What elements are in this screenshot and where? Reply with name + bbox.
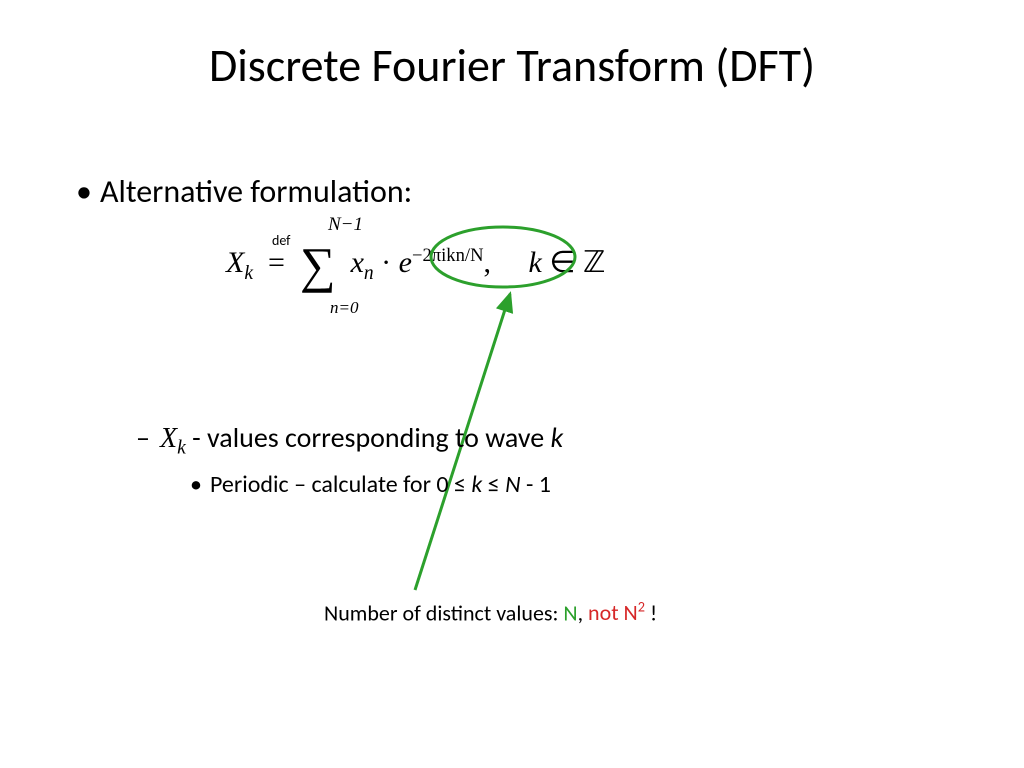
tail-z: ℤ	[583, 246, 605, 279]
tail-in: ∈	[549, 246, 575, 279]
periodic-text-c: - 1	[521, 470, 551, 499]
def-label: def	[272, 232, 290, 249]
term-sub: n	[364, 263, 374, 284]
sum-lower-limit: n=0	[330, 298, 358, 318]
exp-base: e	[399, 246, 412, 279]
note-green-n: N	[563, 599, 577, 626]
note-excl: !	[645, 599, 657, 626]
dft-formula: N−1 n=0 Xk def= ∑ xn · e−2πikn/N, k ∈ ℤ	[226, 240, 605, 290]
xk-symbol: Xk	[160, 423, 186, 454]
tail-k: k	[529, 246, 542, 279]
note-red: not N2	[588, 599, 645, 626]
exp-power: −2πikn/N	[412, 245, 484, 266]
periodic-text-a: Periodic – calculate for 0 ≤	[210, 470, 471, 499]
periodic-N: N	[505, 470, 520, 499]
periodic-text-b: ≤	[482, 470, 505, 499]
periodic-k: k	[471, 470, 482, 499]
xk-wave-k: k	[550, 420, 563, 455]
distinct-values-note: Number of distinct values: N, not N2 !	[324, 598, 657, 626]
def-equals: def=	[268, 246, 285, 280]
sigma-symbol: ∑	[300, 240, 336, 290]
bullet-periodic: Periodic – calculate for 0 ≤ k ≤ N - 1	[210, 470, 551, 499]
dot: ·	[381, 246, 391, 279]
slide: Discrete Fourier Transform (DFT) Alterna…	[0, 0, 1024, 768]
xk-text: - values corresponding to wave	[186, 420, 551, 455]
term-var: x	[351, 246, 364, 279]
sum-upper-limit: N−1	[328, 214, 363, 236]
bullet-xk-desc: Xk - values corresponding to wave k	[160, 420, 563, 460]
bullet-alt-formulation: Alternative formulation:	[100, 172, 412, 211]
note-prefix: Number of distinct values:	[324, 599, 563, 626]
tail-comma: ,	[484, 246, 492, 279]
slide-title: Discrete Fourier Transform (DFT)	[0, 38, 1024, 94]
formula-lhs-var: X	[226, 246, 244, 279]
note-sep: ,	[578, 599, 588, 626]
formula-lhs-sub: k	[244, 263, 253, 284]
